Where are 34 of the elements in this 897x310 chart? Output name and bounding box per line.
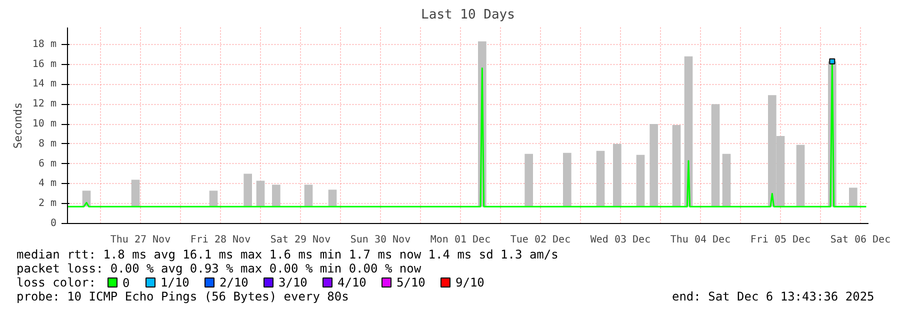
legend-label: 2/10: [220, 276, 248, 290]
y-tick-label: 2 m: [38, 198, 56, 210]
x-tick-label: Sun 30 Nov: [350, 234, 411, 246]
x-tick-label: Sat 29 Nov: [270, 234, 331, 246]
x-tick-label: Thu 27 Nov: [110, 234, 171, 246]
text: probe: 10 ICMP Echo Pings (56 Bytes) every 80s: [16, 290, 349, 304]
x-tick-label: Sat 06 Dec: [830, 234, 891, 246]
legend-label: 5/10: [396, 276, 426, 290]
legend-label: 4/10: [338, 276, 366, 290]
text: median rtt: 1.8 ms avg 16.1 ms max 1.6 ms min 1.7 ms now 1.4 ms sd 1.3 am/s: [16, 248, 558, 262]
chart-title: Last 10 Days: [421, 8, 515, 22]
y-tick-label: 4 m: [38, 178, 56, 190]
text: packet loss: 0.00 % avg 0.93 % max 0.00 % min 0.00 % now: [16, 262, 422, 276]
x-tick-label: Thu 04 Dec: [670, 234, 731, 246]
y-tick-label: 18 m: [32, 38, 57, 50]
y-tick-label: 8 m: [38, 138, 56, 150]
x-tick-label: Wed 03 Dec: [590, 234, 651, 246]
legend-label: 1/10: [160, 276, 190, 290]
y-tick-label: 12 m: [32, 98, 57, 110]
y-tick-label: 16 m: [32, 58, 57, 70]
x-tick-label: Tue 02 Dec: [510, 234, 571, 246]
y-tick-label: 6 m: [38, 158, 56, 170]
y-axis-title: Seconds: [11, 102, 24, 149]
legend-label: 0: [122, 276, 130, 290]
x-tick-label: Mon 01 Dec: [430, 234, 491, 246]
x-tick-label: Fri 28 Nov: [190, 234, 251, 246]
x-tick-label: Fri 05 Dec: [750, 234, 811, 246]
y-tick-label: 14 m: [32, 78, 57, 90]
legend-label: 9/10: [456, 276, 484, 290]
legend-title: loss color:: [16, 276, 96, 290]
legend-label: 3/10: [278, 276, 308, 290]
text: end: Sat Dec 6 13:43:36 2025: [672, 290, 874, 304]
y-tick-label: 10 m: [32, 118, 57, 130]
y-tick-label: 0: [50, 218, 57, 229]
